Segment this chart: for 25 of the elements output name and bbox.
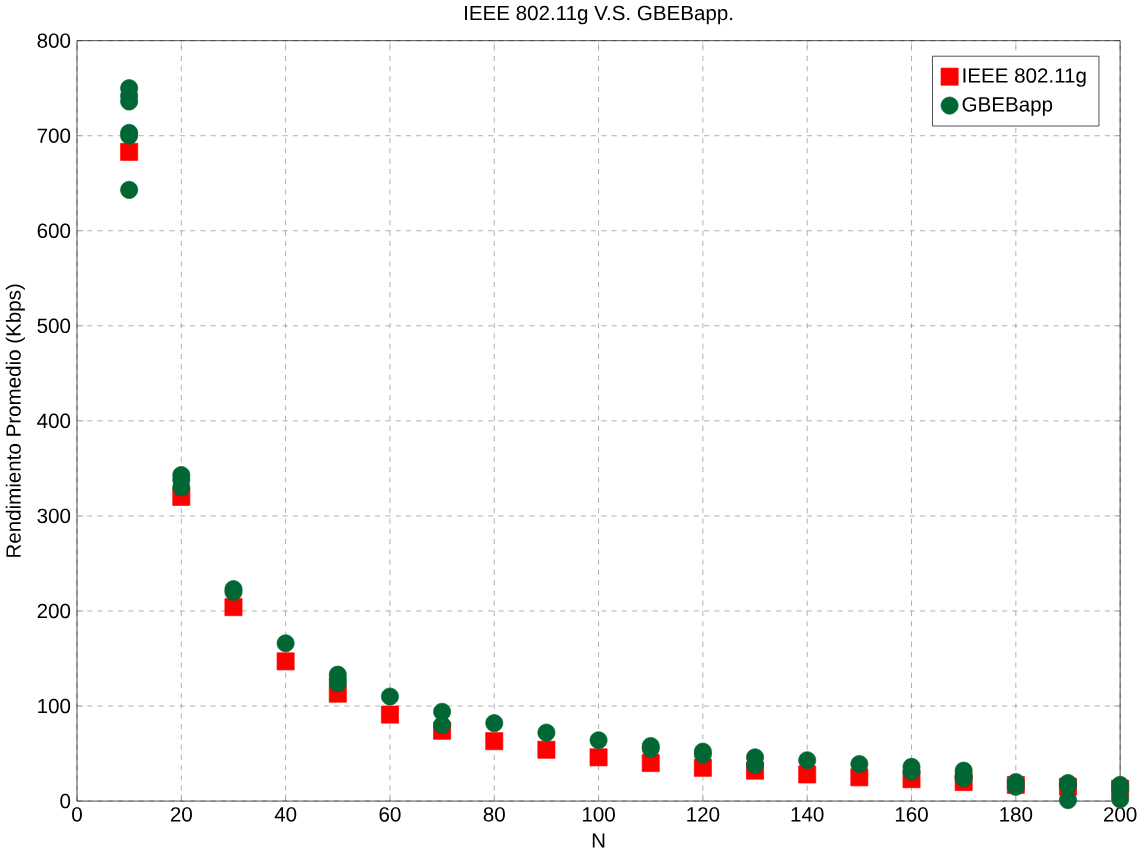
- x-tick-label: 80: [483, 806, 505, 822]
- y-tick-label: 0: [60, 793, 71, 809]
- y-tick-label: 500: [37, 318, 71, 333]
- legend-label: GBEBapp: [962, 96, 1053, 116]
- x-tick-label: 200: [1104, 806, 1137, 822]
- y-tick-label: 800: [37, 33, 71, 48]
- x-axis-title: N: [592, 833, 605, 848]
- y-axis-title: Rendimiento Promedio (Kbps): [5, 284, 25, 557]
- chart-title: IEEE 802.11g V.S. GBEBapp.: [465, 5, 733, 25]
- y-tick-label: 400: [37, 413, 71, 428]
- x-tick-label: 140: [791, 806, 824, 822]
- x-tick-label: 60: [379, 806, 401, 822]
- x-tick-label: 180: [1000, 806, 1033, 822]
- y-tick-label: 100: [38, 698, 71, 714]
- y-tick-label: 600: [37, 223, 71, 238]
- y-tick-label: 300: [37, 508, 71, 524]
- y-tick-label: 200: [37, 603, 71, 619]
- x-tick-label: 100: [582, 806, 615, 822]
- x-tick-label: 40: [274, 806, 297, 822]
- legend-label: IEEE 802.11g: [963, 68, 1086, 87]
- x-tick-label: 0: [72, 806, 82, 822]
- x-tick-label: 160: [895, 806, 928, 822]
- x-tick-label: 120: [687, 806, 720, 822]
- y-tick-label: 700: [37, 128, 71, 143]
- x-tick-label: 20: [170, 806, 192, 822]
